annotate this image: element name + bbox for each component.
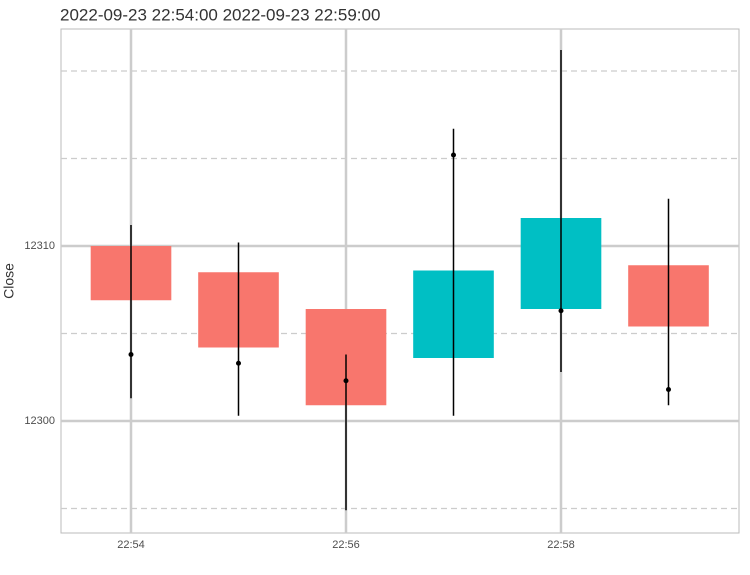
- point: [128, 352, 134, 357]
- x-tick-label: 22:56: [332, 539, 360, 551]
- point: [451, 152, 456, 158]
- y-tick-label: 12310: [24, 240, 55, 252]
- x-tick-label: 22:58: [547, 539, 575, 551]
- panel-border: [60, 28, 740, 534]
- point: [666, 387, 671, 392]
- point: [236, 360, 241, 366]
- chart-title: 2022-09-23 22:54:00 2022-09-23 22:59:00: [60, 5, 380, 24]
- y-tick-label: 12300: [24, 415, 55, 427]
- point: [343, 378, 349, 384]
- y-axis-label: Close: [1, 263, 17, 299]
- x-tick-label: 22:54: [117, 539, 145, 551]
- point: [558, 308, 564, 314]
